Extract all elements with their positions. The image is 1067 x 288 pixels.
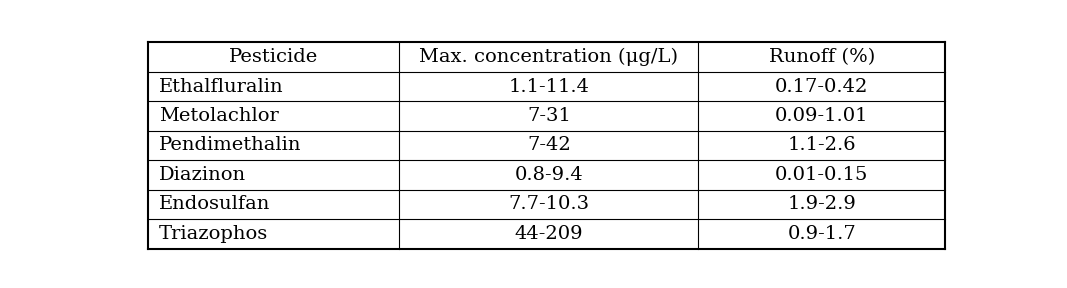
Text: Metolachlor: Metolachlor <box>159 107 278 125</box>
Text: 44-209: 44-209 <box>514 225 584 243</box>
Text: Diazinon: Diazinon <box>159 166 246 184</box>
Text: 7-42: 7-42 <box>527 137 571 154</box>
Text: 1.9-2.9: 1.9-2.9 <box>787 195 857 213</box>
Text: Ethalfluralin: Ethalfluralin <box>159 77 284 96</box>
Text: Runoff (%): Runoff (%) <box>768 48 875 66</box>
Text: 1.1-11.4: 1.1-11.4 <box>508 77 589 96</box>
Text: 0.17-0.42: 0.17-0.42 <box>775 77 869 96</box>
Text: 0.9-1.7: 0.9-1.7 <box>787 225 856 243</box>
Text: Pendimethalin: Pendimethalin <box>159 137 302 154</box>
Text: Max. concentration (μg/L): Max. concentration (μg/L) <box>419 48 679 66</box>
Text: Endosulfan: Endosulfan <box>159 195 270 213</box>
Text: 1.1-2.6: 1.1-2.6 <box>787 137 856 154</box>
Text: 0.09-1.01: 0.09-1.01 <box>775 107 869 125</box>
Text: 7.7-10.3: 7.7-10.3 <box>508 195 589 213</box>
Text: 0.01-0.15: 0.01-0.15 <box>775 166 869 184</box>
Text: Triazophos: Triazophos <box>159 225 268 243</box>
Text: Pesticide: Pesticide <box>229 48 318 66</box>
Text: 7-31: 7-31 <box>527 107 571 125</box>
Text: 0.8-9.4: 0.8-9.4 <box>514 166 584 184</box>
